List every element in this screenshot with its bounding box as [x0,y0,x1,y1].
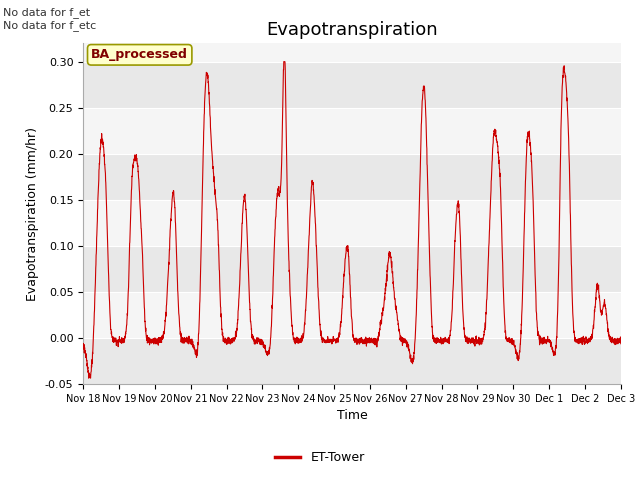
X-axis label: Time: Time [337,409,367,422]
Bar [83,61,621,108]
Bar [83,154,621,200]
Bar [83,246,621,292]
Bar [83,108,621,154]
Y-axis label: Evapotranspiration (mm/hr): Evapotranspiration (mm/hr) [26,127,39,300]
Title: Evapotranspiration: Evapotranspiration [266,21,438,39]
Bar [83,200,621,246]
Bar [83,338,621,384]
Text: BA_processed: BA_processed [92,48,188,61]
Text: No data for f_et
No data for f_etc: No data for f_et No data for f_etc [3,7,97,31]
Legend: ET-Tower: ET-Tower [270,446,370,469]
Bar [83,292,621,338]
